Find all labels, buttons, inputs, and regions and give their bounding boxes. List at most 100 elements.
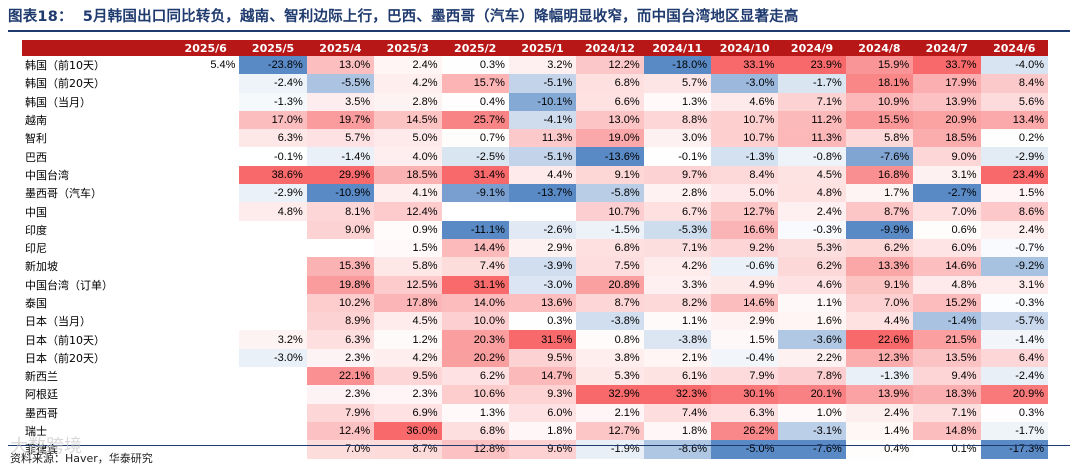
value-cell	[172, 312, 239, 330]
value-cell	[172, 276, 239, 294]
value-cell: 8.1%	[306, 202, 375, 221]
value-cell: 14.6%	[913, 257, 981, 276]
value-cell: -0.3%	[980, 293, 1048, 313]
table-row: 菲律宾 7.0% 8.7% 12.8% 9.6% -1.9% -8.6% -5.0% -7.6%…	[22, 440, 1048, 459]
value-cell: -2.4%	[239, 74, 307, 93]
value-cell: 2.4%	[778, 202, 846, 221]
value-cell: 9.1%	[845, 275, 914, 294]
value-cell: 2.3%	[306, 348, 375, 368]
value-cell: 12.4%	[374, 202, 442, 221]
value-cell: 18.1%	[845, 74, 914, 93]
row-label: 新加坡	[25, 260, 58, 274]
value-cell: 6.8%	[576, 74, 644, 93]
value-cell	[172, 166, 239, 184]
value-cell: 2.4%	[980, 220, 1048, 239]
value-cell: 17.9%	[913, 74, 981, 93]
value-cell: 2.4%	[845, 403, 914, 422]
value-cell	[509, 202, 576, 220]
value-cell: 9.5%	[508, 348, 577, 368]
table-row: 智利 6.3% 5.7% 5.0% 0.7% 11.3% 19.0% 3.0% 10.7% 11.…	[22, 129, 1048, 148]
value-cell: 38.6%	[239, 165, 307, 185]
value-cell: 4.1%	[374, 184, 442, 203]
value-cell	[307, 239, 374, 257]
value-cell: 4.4%	[508, 165, 577, 185]
row-label: 韩国（当月）	[25, 95, 91, 109]
value-cell: 1.3%	[441, 403, 509, 422]
table-row: 韩国（前20天） -2.4% -5.5% 4.2% 15.7% -5.1% 6.8% 5.7%…	[22, 74, 1048, 93]
value-cell	[172, 239, 239, 257]
column-header: 2025/1	[508, 40, 577, 56]
value-cell: 11.2%	[778, 110, 846, 130]
value-cell	[239, 276, 306, 294]
value-cell	[172, 93, 239, 111]
value-cell: 1.7%	[845, 184, 914, 203]
value-cell: 7.0%	[845, 293, 914, 313]
value-cell	[172, 422, 239, 440]
value-cell: 2.2%	[778, 348, 846, 368]
value-cell: 1.2%	[374, 330, 442, 349]
value-cell: -5.7%	[980, 312, 1048, 331]
value-cell: 5.6%	[980, 92, 1048, 111]
value-cell: 13.0%	[576, 110, 644, 130]
value-cell: -4.0%	[980, 56, 1048, 75]
table-row: 墨西哥（汽车） -2.9% -10.9% 4.1% -9.1% -13.7% -5.8% 2.…	[22, 184, 1048, 203]
value-cell: 6.8%	[441, 421, 509, 441]
value-cell	[172, 202, 239, 220]
value-cell: 7.9%	[711, 367, 779, 386]
value-cell: 8.2%	[643, 293, 712, 313]
value-cell: -3.1%	[778, 421, 846, 441]
value-cell: -23.8%	[239, 56, 307, 75]
value-cell: -0.1%	[239, 147, 307, 166]
value-cell: 19.8%	[306, 275, 375, 294]
row-label: 中国	[25, 205, 47, 219]
value-cell	[172, 404, 239, 422]
value-cell: 7.9%	[306, 403, 375, 422]
table-row: 中国台湾（订单） 19.8% 12.5% 31.1% -3.0% 20.8% 3.3% 4.9…	[22, 275, 1048, 294]
value-cell: 0.1%	[913, 440, 981, 459]
row-label: 印尼	[25, 242, 47, 256]
value-cell: 14.4%	[441, 238, 509, 258]
value-cell: 4.5%	[374, 312, 442, 331]
column-header: 2024/6	[980, 40, 1048, 56]
value-cell: 3.0%	[643, 129, 712, 148]
column-header: 2024/11	[643, 40, 712, 56]
value-cell: 13.4%	[980, 110, 1048, 130]
value-cell: 8.6%	[980, 202, 1048, 221]
value-cell: 0.3%	[980, 403, 1048, 422]
value-cell: 1.5%	[711, 330, 779, 349]
value-cell: 1.5%	[374, 238, 442, 258]
value-cell: 23.9%	[778, 56, 846, 75]
row-label: 中国台湾（订单）	[25, 278, 113, 292]
value-cell: 13.0%	[306, 56, 375, 75]
value-cell: -1.7%	[778, 74, 846, 93]
value-cell: 6.1%	[643, 367, 712, 386]
value-cell: 6.2%	[845, 238, 914, 258]
value-cell: 33.7%	[913, 56, 981, 75]
row-label: 墨西哥（汽车）	[25, 187, 102, 201]
value-cell: 4.8%	[913, 275, 981, 294]
title-text: 5月韩国出口同比转负，越南、智利边际上行，巴西、墨西哥（汽车）降幅明显收窄，而中…	[82, 8, 799, 25]
value-cell: -2.6%	[508, 220, 577, 239]
value-cell: -3.6%	[778, 330, 846, 349]
value-cell: 20.9%	[913, 110, 981, 130]
watermark-logo: 大数跨境	[10, 436, 82, 457]
value-cell: 5.3%	[778, 238, 846, 258]
value-cell: 10.7%	[711, 110, 779, 130]
value-cell: 2.9%	[508, 238, 577, 258]
value-cell: 8.4%	[711, 165, 779, 185]
value-cell: 2.1%	[643, 348, 712, 368]
value-cell: 5.4%	[210, 59, 236, 72]
row-label: 日本（前10天）	[25, 333, 105, 347]
value-cell: 0.3%	[508, 312, 577, 331]
value-cell: 12.2%	[576, 56, 644, 75]
column-header: 2025/2	[441, 40, 509, 56]
row-label: 中国台湾	[25, 168, 69, 182]
value-cell: -0.7%	[980, 238, 1048, 258]
value-cell: 1.1%	[778, 293, 846, 313]
value-cell	[172, 147, 239, 165]
table-row: 韩国（当月） -1.3% 3.5% 2.8% 0.4% -10.1% 6.6% 1.3% 4.6…	[22, 92, 1048, 111]
row-label: 泰国	[25, 297, 47, 310]
value-cell: -10.1%	[508, 92, 577, 111]
value-cell: -1.9%	[576, 440, 644, 459]
table-row: 新西兰 22.1% 9.5% 6.2% 14.7% 5.3% 6.1% 7.9% 7.8% -1.…	[22, 367, 1048, 386]
